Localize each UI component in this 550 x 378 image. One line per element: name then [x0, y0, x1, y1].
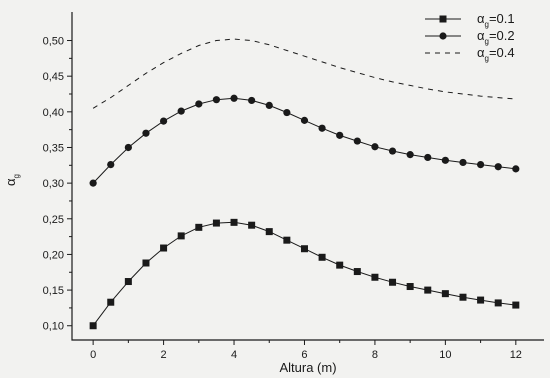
legend-label: αg=0.2 [477, 28, 515, 46]
series-line [92, 221, 516, 326]
x-tick-label: 0 [90, 349, 96, 361]
legend-label-sub: g [485, 20, 489, 29]
data-point [494, 299, 502, 307]
data-point [406, 151, 414, 159]
data-point [107, 298, 115, 306]
series-3 [92, 38, 516, 109]
data-point [107, 160, 115, 169]
data-point [124, 143, 132, 152]
legend-label: αg=0.4 [477, 45, 515, 63]
y-tick-label: 0,25 [43, 214, 64, 226]
data-point [89, 322, 97, 330]
x-tick-label: 4 [231, 349, 237, 361]
data-point [406, 283, 414, 291]
data-point [265, 101, 273, 110]
data-point [318, 253, 326, 261]
data-point [441, 290, 449, 298]
data-point [459, 293, 467, 301]
y-tick-label: 0,50 [43, 36, 64, 48]
y-tick-label: 0,15 [43, 285, 64, 297]
data-point [336, 261, 344, 269]
x-tick-label: 12 [510, 349, 522, 361]
data-point [159, 117, 168, 125]
x-axis-title: Altura (m) [279, 360, 336, 375]
data-point [371, 273, 379, 281]
data-point [283, 236, 291, 244]
data-point [424, 153, 432, 162]
data-point [212, 96, 221, 104]
y-axis-title-sub: g [12, 174, 21, 178]
data-point [230, 94, 238, 102]
data-point [283, 108, 291, 117]
data-point [477, 296, 485, 304]
data-point [512, 165, 520, 173]
legend-label-base: α [477, 28, 485, 43]
legend-item-3: αg=0.4 [425, 45, 515, 63]
data-point [441, 156, 449, 164]
series-1 [89, 218, 520, 330]
x-tick-label: 6 [301, 349, 307, 361]
data-point [424, 286, 432, 294]
x-tick-label: 8 [372, 349, 378, 361]
legend-label-base: α [477, 11, 485, 26]
y-tick-label: 0,10 [43, 321, 64, 333]
data-point [160, 244, 168, 252]
data-point [336, 131, 344, 139]
data-point [353, 268, 361, 276]
data-point [177, 107, 185, 115]
y-axis-title: αg [3, 174, 21, 186]
series-2 [89, 94, 520, 187]
data-point [318, 124, 326, 132]
y-tick-label: 0,20 [43, 249, 64, 261]
axes: 0 2 4 6 8 10 12 0,10 0,15 0,20 0,25 0,30 0,35 0,40 0,4… [43, 12, 544, 361]
data-point [248, 221, 256, 229]
axis-frame [71, 12, 544, 341]
data-point [248, 96, 256, 105]
legend-item-2: αg=0.2 [425, 28, 515, 46]
series-line [92, 97, 516, 184]
legend-label-value: =0.2 [489, 28, 515, 43]
y-tick-label: 0,40 [43, 107, 64, 119]
legend: αg=0.1αg=0.2αg=0.4 [425, 11, 515, 63]
legend-label-sub: g [485, 54, 489, 63]
data-point [512, 301, 520, 309]
data-point [195, 100, 203, 108]
y-tick-label: 0,35 [43, 142, 64, 154]
legend-label-value: =0.4 [489, 45, 515, 60]
legend-marker [439, 15, 447, 23]
y-axis-title-base: α [3, 178, 18, 186]
data-point [177, 232, 185, 240]
legend-label-base: α [477, 45, 485, 60]
data-point [89, 179, 97, 187]
legend-label-value: =0.1 [489, 11, 515, 26]
x-tick-label: 10 [439, 349, 451, 361]
data-point [265, 228, 273, 236]
data-point [494, 163, 502, 171]
y-tick-label: 0,45 [43, 71, 64, 83]
y-tick-label: 0,30 [43, 178, 64, 190]
data-point [300, 245, 308, 253]
data-point [230, 218, 238, 226]
data-point [389, 278, 397, 286]
data-point [353, 137, 361, 145]
legend-label: αg=0.1 [477, 11, 515, 29]
data-point [300, 116, 309, 124]
data-point [476, 160, 485, 169]
data-point [212, 219, 220, 227]
legend-marker [439, 32, 447, 40]
data-point [195, 223, 203, 231]
data-point [124, 278, 132, 286]
data-point [142, 129, 150, 137]
series-layer [89, 38, 520, 330]
series-line [92, 38, 516, 109]
data-point [459, 158, 467, 167]
data-point [142, 259, 150, 267]
legend-label-sub: g [485, 37, 489, 46]
legend-item-1: αg=0.1 [425, 11, 515, 29]
x-tick-label: 2 [161, 349, 167, 361]
data-point [388, 147, 397, 155]
data-point [371, 143, 379, 151]
